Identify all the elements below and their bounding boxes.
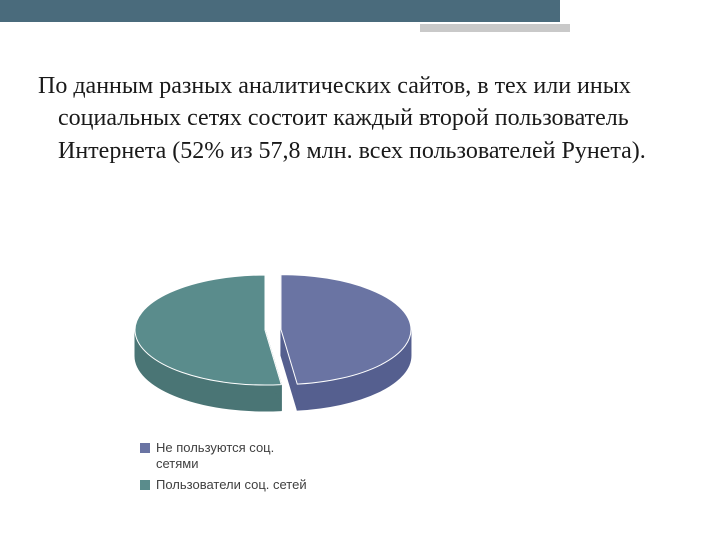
chart-legend: Не пользуются соц. сетями Пользователи с… <box>140 440 320 499</box>
legend-item: Пользователи соц. сетей <box>140 477 320 493</box>
body-paragraph: По данным разных аналитических сайтов, в… <box>38 70 682 167</box>
legend-swatch-icon <box>140 443 150 453</box>
legend-label: Пользователи соц. сетей <box>156 477 307 493</box>
legend-label: Не пользуются соц. сетями <box>156 440 320 471</box>
pie-chart <box>90 250 440 430</box>
decor-bar-main <box>0 0 560 22</box>
legend-swatch-icon <box>140 480 150 490</box>
legend-item: Не пользуются соц. сетями <box>140 440 320 471</box>
decor-bar-accent <box>420 24 570 32</box>
slide: По данным разных аналитических сайтов, в… <box>0 0 720 540</box>
